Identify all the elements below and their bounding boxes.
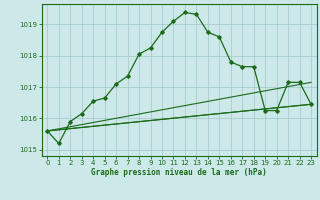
X-axis label: Graphe pression niveau de la mer (hPa): Graphe pression niveau de la mer (hPa) [91, 168, 267, 177]
